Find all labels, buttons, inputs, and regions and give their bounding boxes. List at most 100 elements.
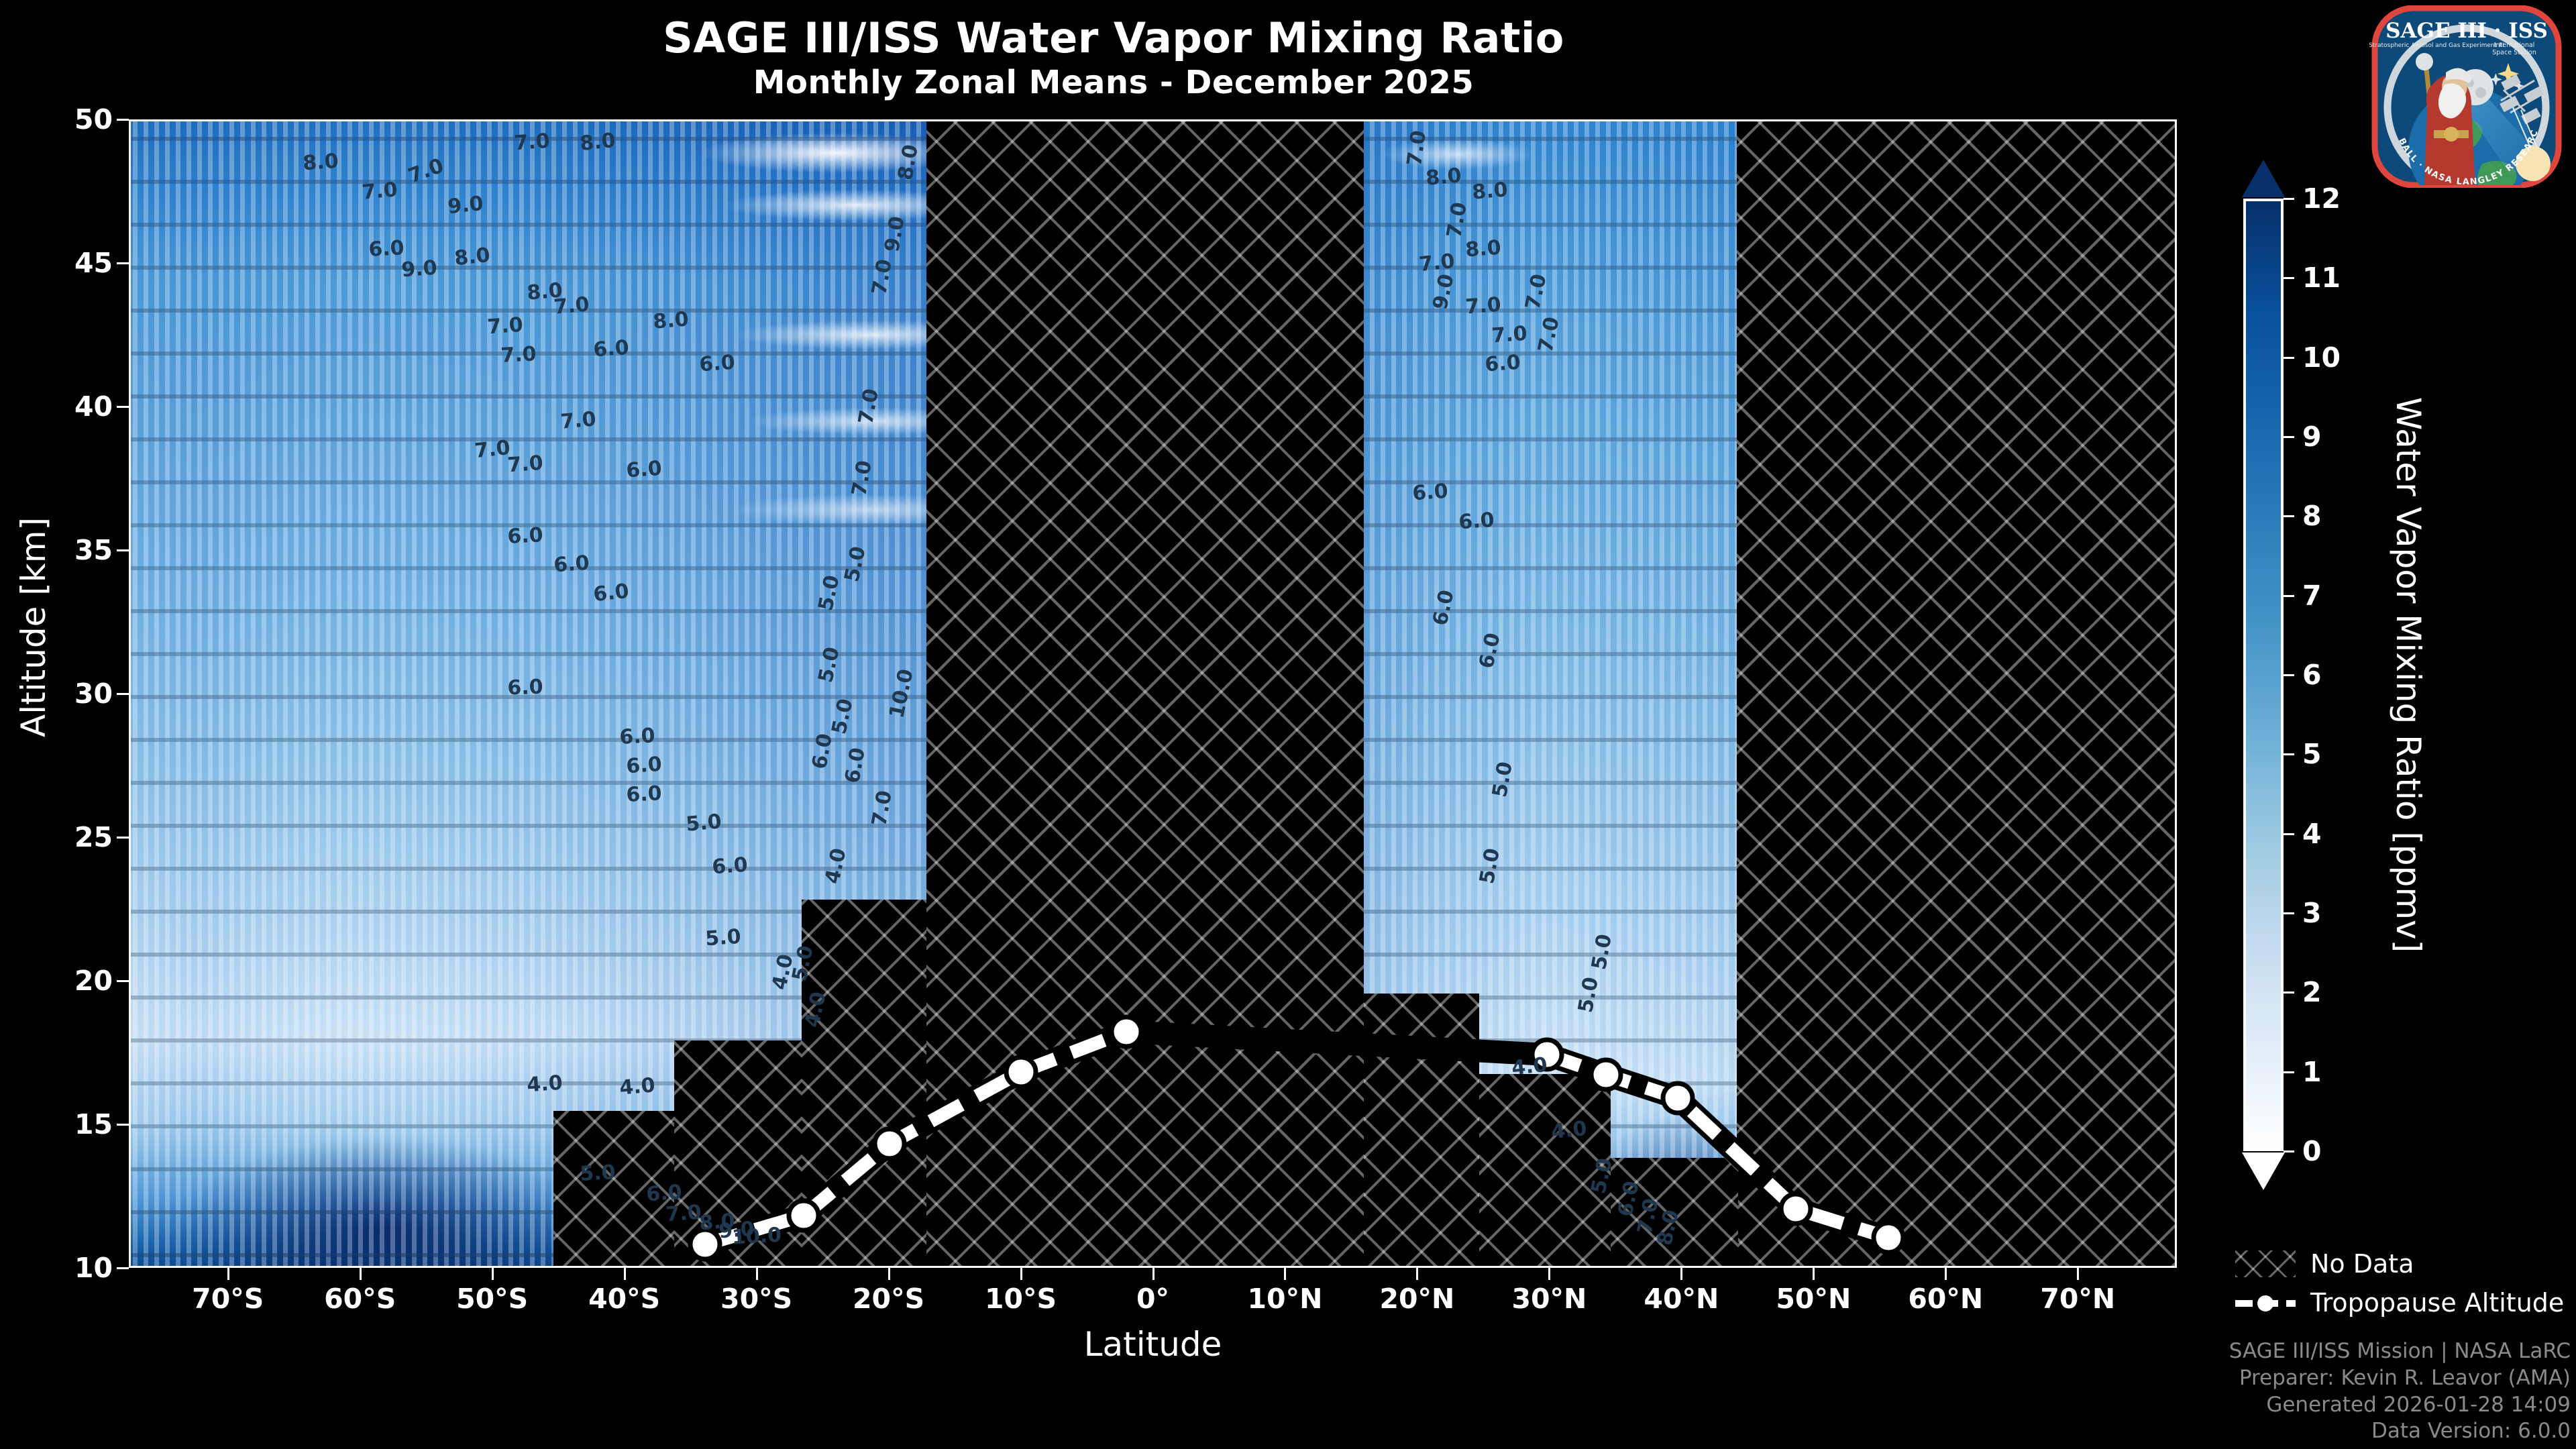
x-axis-tick-label: 50°S (456, 1283, 529, 1315)
x-axis-tick (1813, 1268, 1815, 1280)
colorbar-tick-label: 2 (2302, 976, 2322, 1009)
contour-label: 7.0 (500, 342, 537, 368)
y-axis-tick-label: 25 (74, 821, 113, 853)
contour-label: 6.0 (592, 580, 631, 607)
contour-label: 6.0 (592, 336, 630, 362)
x-axis-tick-label: 60°S (324, 1283, 396, 1315)
y-axis-tick (117, 1124, 129, 1126)
contour-label: 8.0 (1470, 178, 1509, 205)
colorbar-tick-label: 10 (2302, 341, 2341, 374)
contour-label: 10.0 (731, 1223, 782, 1250)
y-axis-tick-label: 15 (74, 1108, 113, 1140)
x-axis-tick (491, 1268, 494, 1280)
x-axis-tick (1416, 1268, 1419, 1280)
contour-label: 4.0 (619, 1073, 657, 1101)
x-axis-tick (623, 1268, 626, 1280)
contour-label: 9.0 (447, 192, 485, 219)
colorbar-tick-label: 7 (2302, 579, 2322, 612)
colorbar-tick (2284, 1071, 2294, 1073)
y-axis-title: Altitude [km] (14, 517, 53, 737)
x-axis-tick (755, 1268, 758, 1280)
y-axis-tick-label: 20 (74, 965, 113, 997)
contour-label: 8.0 (1464, 235, 1502, 262)
x-axis-tick-label: 30°N (1511, 1283, 1587, 1315)
y-axis-tick-label: 35 (74, 534, 113, 566)
contour-label: 6.0 (619, 724, 656, 750)
x-axis-tick-label: 20°S (853, 1283, 925, 1315)
colorbar-tick-label: 6 (2302, 659, 2322, 691)
x-axis-tick-label: 10°N (1247, 1283, 1323, 1315)
colorbar-tick (2284, 833, 2294, 835)
page-subtitle: Monthly Zonal Means - December 2025 (753, 64, 1474, 101)
legend: No Data Tropopause Altitude (2235, 1244, 2571, 1322)
x-axis-tick (1152, 1268, 1155, 1280)
colorbar-tick (2284, 753, 2294, 756)
colorbar-tick-label: 5 (2302, 738, 2322, 771)
x-axis-tick-label: 50°N (1776, 1283, 1851, 1315)
legend-item-tropopause: Tropopause Altitude (2235, 1283, 2571, 1322)
contour-label: 5.0 (579, 1160, 616, 1186)
colorbar-tick-label: 8 (2302, 500, 2322, 533)
colorbar-tick-label: 9 (2302, 421, 2322, 453)
y-axis-tick (117, 406, 129, 408)
contour-label: 8.0 (1424, 163, 1462, 191)
colorbar-tick (2284, 912, 2294, 914)
contour-label: 5.0 (704, 924, 743, 951)
no-data-step-south-c (802, 900, 929, 1266)
legend-item-no-data: No Data (2235, 1244, 2571, 1283)
x-axis-tick-label: 60°N (1908, 1283, 1984, 1315)
svg-text:SAGE III · ISS: SAGE III · ISS (2385, 19, 2548, 43)
contour-label: 7.0 (486, 313, 525, 339)
contour-label: 7.0 (552, 292, 590, 319)
contour-label: 7.0 (506, 451, 544, 477)
x-axis-tick (1020, 1268, 1022, 1280)
x-axis-tick (1680, 1268, 1683, 1280)
contour-label: 4.0 (526, 1071, 564, 1097)
colorbar-tick-label: 0 (2302, 1135, 2322, 1167)
x-axis-tick-label: 40°N (1644, 1283, 1719, 1315)
contour-label: 7.0 (1464, 292, 1502, 319)
y-axis-tick-label: 45 (74, 247, 113, 279)
contour-label: 9.0 (400, 256, 439, 282)
colorbar-tick-label: 4 (2302, 817, 2322, 850)
x-axis-tick-label: 70°S (192, 1283, 264, 1315)
x-axis-tick-label: 0° (1136, 1283, 1170, 1315)
colorbar-extend-low-arrow (2242, 1152, 2285, 1190)
colorbar-tick (2284, 594, 2294, 597)
colorbar-tick (2284, 198, 2294, 200)
plot-axes (129, 119, 2177, 1268)
contour-label: 8.0 (651, 307, 690, 334)
contour-label: 6.0 (711, 853, 749, 879)
contour-label: 6.0 (1484, 350, 1522, 377)
contour-label: 7.0 (473, 436, 511, 464)
colorbar-tick-label: 3 (2302, 897, 2322, 929)
contour-label: 6.0 (506, 676, 544, 700)
footer-line-version: Data Version: 6.0.0 (2371, 1419, 2571, 1444)
y-axis-tick-label: 50 (74, 103, 113, 136)
contour-label: 6.0 (698, 350, 736, 377)
contour-label: 6.0 (1458, 508, 1495, 535)
contour-label: 6.0 (506, 523, 544, 549)
x-axis-tick (2077, 1268, 2080, 1280)
colorbar-extend-high-arrow (2242, 160, 2285, 197)
colorbar-tick (2284, 436, 2294, 438)
svg-text:International: International (2494, 42, 2535, 49)
no-data-gap-tropics (926, 121, 1364, 1266)
contour-label: 7.0 (1491, 321, 1529, 348)
colorbar-gradient (2243, 199, 2284, 1151)
svg-text:Space Station: Space Station (2492, 49, 2536, 56)
colorbar-tick (2284, 356, 2294, 359)
colorbar: 0 1 2 3 4 5 6 7 8 9 10 11 12 (2242, 158, 2341, 1190)
y-axis-tick (117, 549, 129, 551)
footer-credits: SAGE III/ISS Mission | NASA LaRC Prepare… (2229, 1338, 2571, 1445)
no-data-step-north-a (1364, 994, 1479, 1266)
y-axis-tick-label: 40 (74, 390, 113, 423)
y-axis-tick-label: 10 (74, 1252, 113, 1284)
y-axis-tick-label: 30 (74, 678, 113, 710)
colorbar-title: Water Vapor Mixing Ratio [ppmv] (2388, 199, 2428, 1151)
colorbar-tick (2284, 674, 2294, 676)
x-axis-tick (1945, 1268, 1947, 1280)
contour-label: 7.0 (559, 407, 597, 435)
x-axis-tick (888, 1268, 890, 1280)
contour-label: 7.0 (361, 178, 399, 205)
